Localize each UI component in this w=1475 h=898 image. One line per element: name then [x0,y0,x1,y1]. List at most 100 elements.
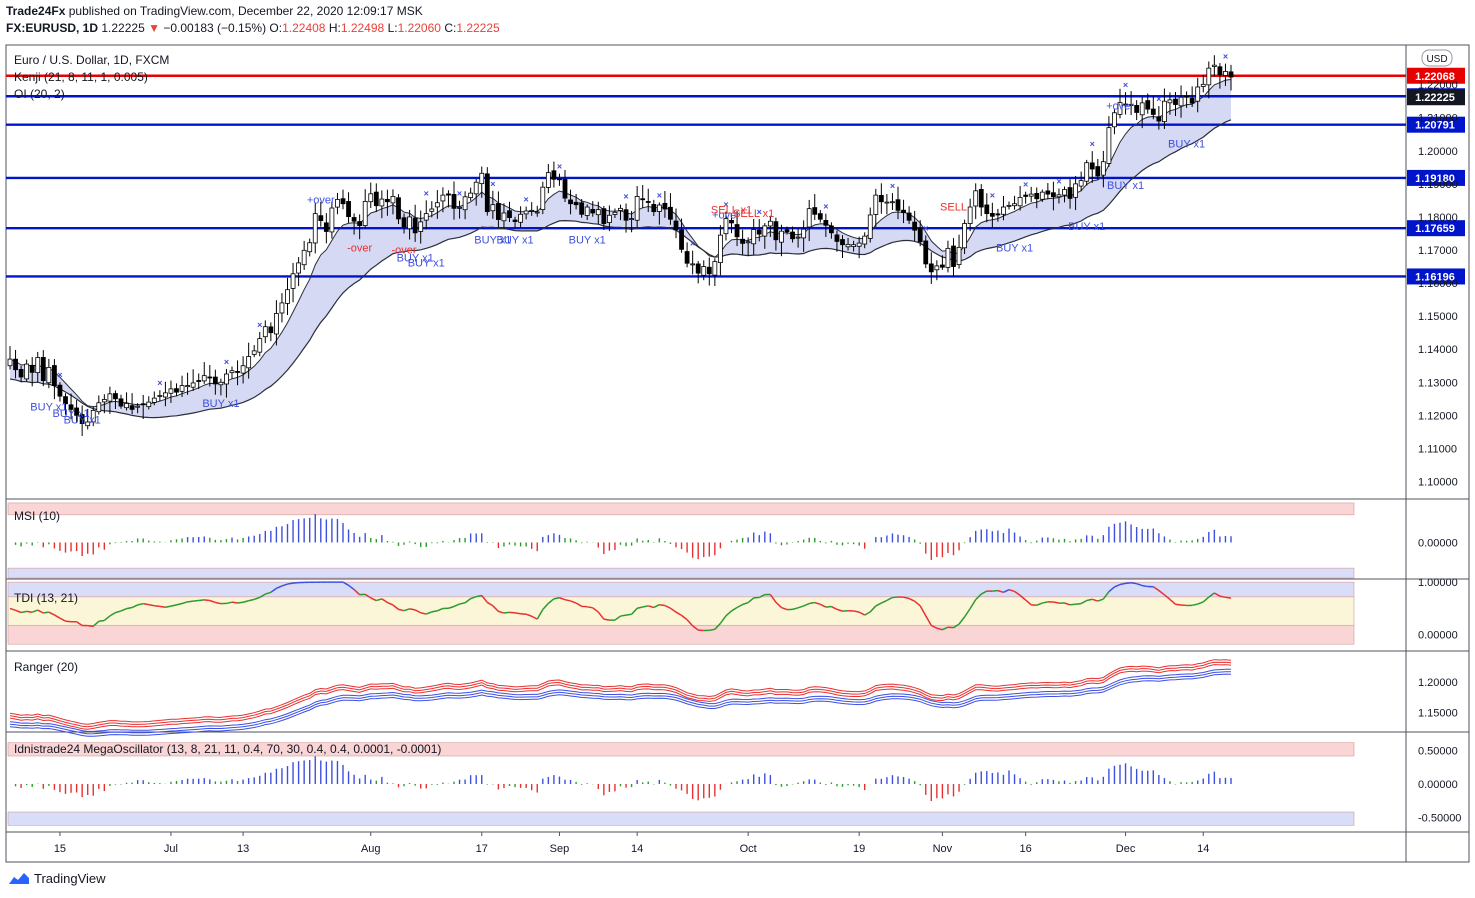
mega-upper-zone [7,742,1355,757]
pane2-tick-label: 0.00000 [1418,630,1458,642]
candle-body [7,358,13,367]
tdi-line [686,619,694,627]
candle-body [984,204,990,215]
signal-x-mark: × [57,370,62,380]
tdi-line [431,610,438,613]
kenji-cloud [10,79,1231,418]
candle-body [1145,100,1151,110]
tdi-line [670,607,677,613]
candle-body [423,213,429,221]
candle-body [257,338,263,353]
candle-body [495,203,501,220]
candle-body [129,405,135,410]
tdi-line [553,597,560,600]
tdi-line [1158,589,1165,596]
price-tick-label: 1.14000 [1418,344,1458,356]
currency-badge-label: USD [1426,54,1447,65]
signal-x-mark: × [890,181,895,191]
tdi-line [481,595,488,603]
candle-body [1089,162,1095,170]
candle-body [1128,104,1134,106]
tdi-line [242,600,249,603]
tdi-line [1119,582,1126,586]
candle-body [240,365,246,374]
tdi-line [731,606,738,612]
ranger-red-line-2 [9,664,1232,730]
signal-x-mark: × [1090,139,1095,149]
candle-body [540,186,546,210]
tdi-line [137,602,144,606]
candle-body [1150,108,1156,115]
signal-x-mark: × [490,179,495,189]
candle-body [246,356,252,369]
tdi-line [1191,603,1198,607]
candle-body [262,326,268,338]
signal-x-mark: × [1223,52,1228,62]
tdi-line [709,628,715,632]
candle-body [906,212,912,221]
candle-body [795,236,801,239]
candle-body [318,215,324,221]
legend-mega: Idnistrade24 MegaOscillator (13, 8, 21, … [14,742,441,756]
tdi-line [869,605,877,613]
pane4-tick-label: 0.00000 [1418,779,1458,791]
publisher-name: Trade24Fx [6,4,66,18]
tdi-line [265,591,272,595]
candle-body [634,196,640,221]
tdi-line [1014,590,1021,596]
tdi-line [803,602,810,607]
time-tick-label: 16 [1020,843,1032,855]
candle-body [1045,190,1051,195]
tdi-line [48,611,55,616]
signal-x-mark: × [1156,94,1161,104]
tdi-line [459,601,466,605]
tdi-line [1036,602,1043,606]
candle-body [612,211,618,215]
tdi-line [154,604,160,608]
signal-x-mark: × [690,239,695,249]
candle-body [1106,127,1112,164]
chart-frame [5,44,1470,863]
candle-body [729,219,734,224]
candle-body [307,242,313,253]
symbol-ohlc-line: FX:EURUSD, 1D 1.22225 ▼ −0.00183 (−0.15%… [6,21,500,35]
tdi-line [120,607,127,612]
tdi-line [131,604,138,609]
price-tick-label: 1.11000 [1418,443,1457,455]
tdi-line [775,601,782,609]
tdi-line [476,594,482,598]
candle-body [85,421,91,427]
tdi-line [797,605,804,609]
candle-body [1206,67,1212,86]
tdi-line [903,596,910,600]
candle-body [1067,187,1073,199]
tdi-line [953,623,960,629]
tdi-line [1097,598,1104,602]
tdi-line [342,581,349,586]
pane3-tick-label: 1.15000 [1418,708,1458,720]
candle-body [623,209,629,221]
tdi-line [819,603,827,608]
tdi-line [592,607,599,613]
tdi-line [1136,582,1143,587]
candle-body [434,202,440,208]
candle-body [457,206,462,209]
candle-body [1123,103,1128,106]
candle-body [351,217,357,222]
tdi-line [353,589,361,596]
tdi-line [809,601,815,605]
tradingview-footer[interactable]: TradingView [8,870,106,886]
candle-body [151,397,157,403]
tdi-line [237,601,244,604]
signal-label-18: BUY x1 [1107,180,1144,192]
signal-x-mark: × [157,378,162,388]
level-label-0: 1.22068 [1415,71,1455,83]
signal-label-19: +over [1106,100,1134,112]
tdi-line [54,614,61,619]
tdi-line [836,608,843,612]
candle-body [767,220,773,227]
tdi-line [1008,588,1015,593]
candle-body [135,405,141,408]
candle-body [429,208,435,212]
